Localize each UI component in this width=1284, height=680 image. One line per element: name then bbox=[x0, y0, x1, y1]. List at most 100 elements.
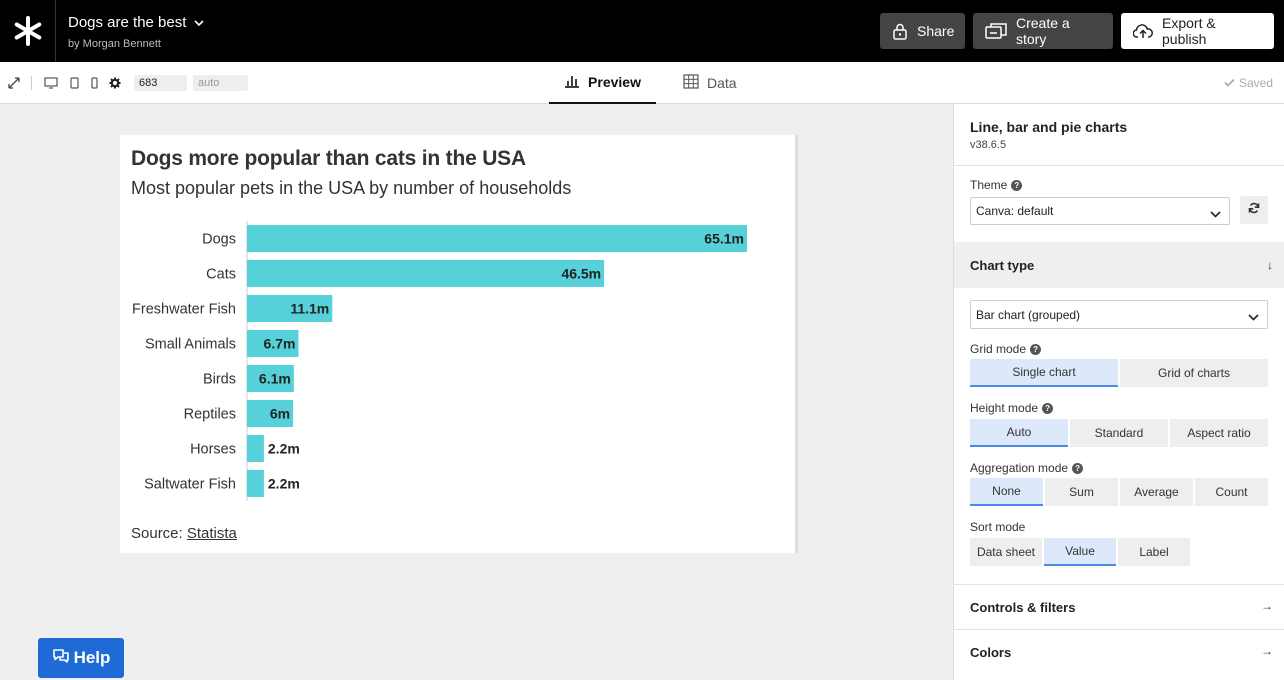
chart-type-select[interactable]: Bar chart (grouped) bbox=[970, 300, 1268, 329]
bar[interactable] bbox=[247, 260, 605, 287]
sort-mode-toggle: Data sheet Value Label bbox=[970, 538, 1190, 566]
help-icon[interactable]: ? bbox=[1072, 462, 1084, 474]
toolbar-divider bbox=[31, 76, 32, 90]
share-button[interactable]: Share bbox=[880, 13, 965, 49]
template-name: Line, bar and pie charts bbox=[970, 119, 1128, 135]
bar-chart-icon bbox=[564, 74, 580, 91]
theme-select[interactable]: Canva: default bbox=[970, 197, 1230, 225]
mobile-view-icon[interactable] bbox=[91, 76, 98, 94]
export-publish-button[interactable]: Export & publish bbox=[1121, 13, 1274, 49]
height-mode-auto[interactable]: Auto bbox=[970, 419, 1068, 447]
sort-label[interactable]: Label bbox=[1118, 538, 1190, 566]
preview-toolbar: Preview Data Saved bbox=[0, 62, 1284, 104]
arrow-right-icon: → bbox=[1261, 599, 1273, 613]
help-icon[interactable]: ? bbox=[1011, 179, 1023, 191]
chart-type-title: Chart type bbox=[970, 258, 1035, 273]
aggregation-average[interactable]: Average bbox=[1120, 478, 1193, 506]
chevron-down-icon bbox=[194, 14, 204, 31]
bar[interactable] bbox=[247, 225, 747, 252]
help-icon[interactable]: ? bbox=[1042, 402, 1054, 414]
aggregation-sum[interactable]: Sum bbox=[1045, 478, 1118, 506]
tab-data[interactable]: Data bbox=[683, 62, 737, 104]
export-publish-label: Export & publish bbox=[1162, 15, 1216, 47]
chart-subtitle: Most popular pets in the USA by number o… bbox=[131, 178, 572, 198]
bar-value-label: 6.7m bbox=[264, 336, 296, 352]
aggregation-none[interactable]: None bbox=[970, 478, 1043, 506]
bar-value-label: 2.2m bbox=[268, 441, 300, 457]
chart-preview-card: Dogs more popular than cats in the USA M… bbox=[120, 135, 798, 553]
controls-filters-section-header[interactable]: Controls & filters → bbox=[954, 584, 1284, 629]
source-link[interactable]: Statista bbox=[186, 525, 237, 542]
bar-category-label: Horses bbox=[190, 442, 236, 458]
chart-type-section-header[interactable]: Chart type ↓ bbox=[954, 242, 1284, 288]
theme-select-value: Canva: default bbox=[976, 204, 1054, 218]
help-label: Help bbox=[73, 648, 111, 667]
grid-mode-grid-of-charts[interactable]: Grid of charts bbox=[1120, 359, 1268, 387]
bar-category-label: Small Animals bbox=[145, 337, 236, 353]
story-icon bbox=[985, 23, 1007, 39]
document-title[interactable]: Dogs are the best bbox=[68, 14, 204, 31]
bar[interactable] bbox=[247, 435, 264, 462]
chart-title: Dogs more popular than cats in the USA bbox=[131, 147, 526, 170]
theme-label-text: Theme bbox=[970, 178, 1008, 192]
colors-title: Colors bbox=[970, 645, 1012, 660]
bar[interactable] bbox=[247, 365, 294, 392]
aggregation-mode-label: Aggregation mode ? bbox=[970, 461, 1084, 475]
help-button[interactable]: Help bbox=[38, 638, 124, 678]
tablet-view-icon[interactable] bbox=[70, 76, 79, 94]
desktop-view-icon[interactable] bbox=[44, 76, 58, 94]
chevron-down-icon bbox=[1248, 310, 1259, 324]
top-bar: Dogs are the best by Morgan Bennett Shar… bbox=[0, 0, 1284, 62]
settings-panel: Line, bar and pie charts v38.6.5 Theme ?… bbox=[953, 104, 1284, 680]
controls-filters-title: Controls & filters bbox=[970, 600, 1076, 615]
lock-icon bbox=[892, 23, 908, 40]
bar[interactable] bbox=[247, 330, 299, 357]
width-input[interactable] bbox=[134, 75, 187, 91]
gear-icon[interactable] bbox=[109, 76, 121, 94]
chart-type-select-value: Bar chart (grouped) bbox=[976, 307, 1081, 322]
height-input[interactable] bbox=[193, 75, 248, 91]
refresh-theme-button[interactable] bbox=[1240, 196, 1268, 224]
sort-mode-label: Sort mode bbox=[970, 520, 1025, 534]
chart-source: Source: Statista bbox=[131, 525, 237, 542]
source-prefix: Source: bbox=[131, 525, 187, 542]
bar-value-label: 6.1m bbox=[259, 371, 291, 387]
sort-mode-label-text: Sort mode bbox=[970, 520, 1026, 534]
tab-preview[interactable]: Preview bbox=[549, 62, 656, 104]
sort-data-sheet[interactable]: Data sheet bbox=[970, 538, 1042, 566]
aggregation-mode-toggle: None Sum Average Count bbox=[970, 478, 1268, 506]
document-title-text: Dogs are the best bbox=[68, 14, 187, 31]
height-mode-toggle: Auto Standard Aspect ratio bbox=[970, 419, 1268, 447]
aggregation-count[interactable]: Count bbox=[1195, 478, 1268, 506]
saved-label: Saved bbox=[1238, 76, 1273, 90]
help-icon[interactable]: ? bbox=[1030, 343, 1042, 355]
height-mode-standard[interactable]: Standard bbox=[1070, 419, 1168, 447]
bar-chart: Dogs 65.1m Cats 46.5m Freshwater Fish 11.1m Sm… bbox=[132, 221, 747, 501]
chevron-down-icon bbox=[1210, 207, 1221, 221]
bar[interactable] bbox=[247, 400, 294, 427]
height-mode-aspect-ratio[interactable]: Aspect ratio bbox=[1170, 419, 1268, 447]
document-author: by Morgan Bennett bbox=[68, 38, 161, 50]
share-label: Share bbox=[917, 23, 955, 39]
create-story-button[interactable]: Create a story bbox=[973, 13, 1113, 49]
template-version: v38.6.5 bbox=[970, 139, 1007, 151]
refresh-icon bbox=[1248, 201, 1260, 219]
flourish-logo-icon[interactable] bbox=[0, 0, 56, 62]
table-icon bbox=[683, 74, 699, 92]
bar-category-label: Dogs bbox=[202, 232, 236, 248]
sort-value[interactable]: Value bbox=[1044, 538, 1116, 566]
bar-value-label: 6m bbox=[270, 406, 290, 422]
theme-label: Theme ? bbox=[970, 178, 1023, 192]
grid-mode-label-text: Grid mode bbox=[970, 342, 1027, 356]
panel-divider bbox=[954, 165, 1284, 166]
bar[interactable] bbox=[247, 295, 333, 322]
expand-icon[interactable] bbox=[8, 76, 20, 94]
bar-category-label: Saltwater Fish bbox=[144, 477, 236, 493]
height-mode-label-text: Height mode bbox=[970, 401, 1039, 415]
colors-section-header[interactable]: Colors → bbox=[954, 629, 1284, 680]
bar-category-label: Freshwater Fish bbox=[132, 302, 236, 318]
grid-mode-single-chart[interactable]: Single chart bbox=[970, 359, 1118, 387]
bar[interactable] bbox=[247, 470, 264, 497]
bar-category-label: Birds bbox=[203, 372, 236, 388]
bar-value-label: 65.1m bbox=[704, 231, 744, 247]
